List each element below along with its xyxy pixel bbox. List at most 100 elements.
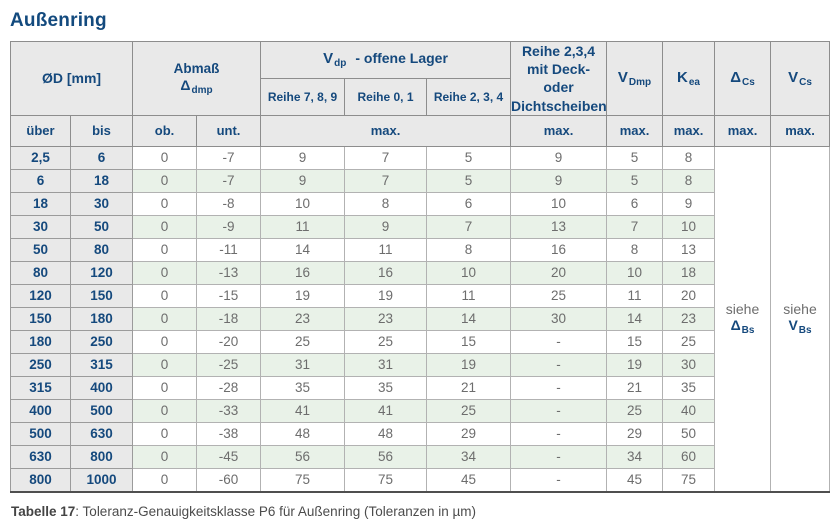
value-cell: 11: [606, 283, 664, 308]
value-cell: 21: [426, 375, 512, 400]
value-cell: 25: [260, 329, 346, 354]
subcol-bis: bis: [70, 114, 133, 147]
value-cell: 20: [510, 260, 608, 285]
value-cell: 45: [606, 467, 664, 493]
value-cell: -11: [195, 237, 262, 262]
value-cell: 35: [662, 375, 716, 400]
value-cell: 15: [426, 329, 512, 354]
diameter-cell: 1000: [70, 467, 133, 493]
caption-text: : Toleranz-Genauigkeitsklasse P6 für Auß…: [75, 503, 477, 519]
value-cell: 19: [426, 352, 512, 377]
value-cell: 41: [260, 398, 346, 423]
value-cell: 0: [132, 283, 197, 308]
value-cell: 7: [344, 168, 428, 193]
diameter-cell: 500: [10, 421, 71, 446]
diameter-cell: 18: [10, 191, 71, 216]
value-cell: 35: [344, 375, 428, 400]
value-cell: -20: [195, 329, 262, 354]
value-cell: 5: [426, 145, 512, 170]
diameter-cell: 6: [70, 145, 133, 170]
value-cell: 56: [344, 444, 428, 469]
value-cell: 11: [260, 214, 346, 239]
value-cell: 0: [132, 467, 197, 493]
value-cell: 19: [606, 352, 664, 377]
value-cell: 35: [260, 375, 346, 400]
value-cell: 0: [132, 145, 197, 170]
value-cell: 9: [260, 168, 346, 193]
value-cell: 25: [510, 283, 608, 308]
diameter-cell: 6: [10, 168, 71, 193]
value-cell: 7: [344, 145, 428, 170]
value-cell: 40: [662, 398, 716, 423]
table-row: 800 1000 0 -60 75 75 45-45 75: [10, 467, 830, 493]
value-cell: 25: [606, 398, 664, 423]
value-cell: 10: [510, 191, 608, 216]
value-cell: 8: [344, 191, 428, 216]
table-caption: Tabelle 17: Toleranz-Genauigkeitsklasse …: [10, 504, 827, 519]
value-cell: 15: [606, 329, 664, 354]
value-cell: 7: [606, 214, 664, 239]
diameter-cell: 18: [70, 168, 133, 193]
value-cell: 13: [510, 214, 608, 239]
max-label-kea: max.: [662, 114, 716, 147]
value-cell: 21: [606, 375, 664, 400]
value-cell: 56: [260, 444, 346, 469]
value-cell: 34: [606, 444, 664, 469]
table-row: 250 315 0 -25 31 31 19-19 30: [10, 352, 830, 377]
diameter-cell: 800: [70, 444, 133, 469]
diameter-cell: 315: [70, 352, 133, 377]
value-cell: -: [510, 375, 608, 400]
value-cell: 50: [662, 421, 716, 446]
value-cell: 20: [662, 283, 716, 308]
value-cell: 48: [344, 421, 428, 446]
value-cell: 30: [510, 306, 608, 331]
diameter-label: ØD [mm]: [41, 70, 102, 87]
value-cell: 14: [606, 306, 664, 331]
value-cell: -: [510, 352, 608, 377]
value-cell: 18: [662, 260, 716, 285]
table-row: 120 150 0 -15 19 19 11 25 11 20: [10, 283, 830, 308]
value-cell: 11: [426, 283, 512, 308]
value-cell: 25: [344, 329, 428, 354]
value-cell: -: [510, 398, 608, 423]
subcol-reihe-01: Reihe 0, 1: [344, 77, 428, 116]
value-cell: 19: [344, 283, 428, 308]
value-cell: -15: [195, 283, 262, 308]
value-cell: 45: [426, 467, 512, 493]
diameter-cell: 800: [10, 467, 71, 493]
value-cell: 8: [662, 145, 716, 170]
table-row: 500 630 0 -38 48 48 29-29 50: [10, 421, 830, 446]
diameter-cell: 120: [70, 260, 133, 285]
delta-cs-reference: siehe ΔBs: [714, 145, 772, 493]
value-cell: 14: [260, 237, 346, 262]
table-row: 6 18 0 -7 9 7 5 9 5 8: [10, 168, 830, 193]
value-cell: 25: [426, 398, 512, 423]
caption-label: Tabelle 17: [11, 503, 76, 519]
diameter-cell: 30: [10, 214, 71, 239]
value-cell: -38: [195, 421, 262, 446]
value-cell: 30: [662, 352, 716, 377]
diameter-cell: 400: [10, 398, 71, 423]
value-cell: 6: [426, 191, 512, 216]
subcol-reihe-234: Reihe 2, 3, 4: [426, 77, 512, 116]
value-cell: 75: [260, 467, 346, 493]
value-cell: 23: [344, 306, 428, 331]
value-cell: 5: [606, 145, 664, 170]
col-header-v-cs: VCs: [770, 41, 831, 116]
value-cell: 0: [132, 329, 197, 354]
value-cell: 10: [662, 214, 716, 239]
value-cell: -60: [195, 467, 262, 493]
value-cell: 23: [662, 306, 716, 331]
value-cell: -18: [195, 306, 262, 331]
table-row: 18 30 0 -8 10 8 6 10 6 9: [10, 191, 830, 216]
value-cell: 41: [344, 398, 428, 423]
value-cell: -7: [195, 168, 262, 193]
col-header-kea: Kea: [662, 41, 716, 116]
value-cell: 16: [344, 260, 428, 285]
abmass-label: Abmaß: [173, 60, 220, 76]
value-cell: 0: [132, 306, 197, 331]
table-row: 150 180 0 -18 23 23 14 30 14 23: [10, 306, 830, 331]
value-cell: 19: [260, 283, 346, 308]
value-cell: 0: [132, 444, 197, 469]
